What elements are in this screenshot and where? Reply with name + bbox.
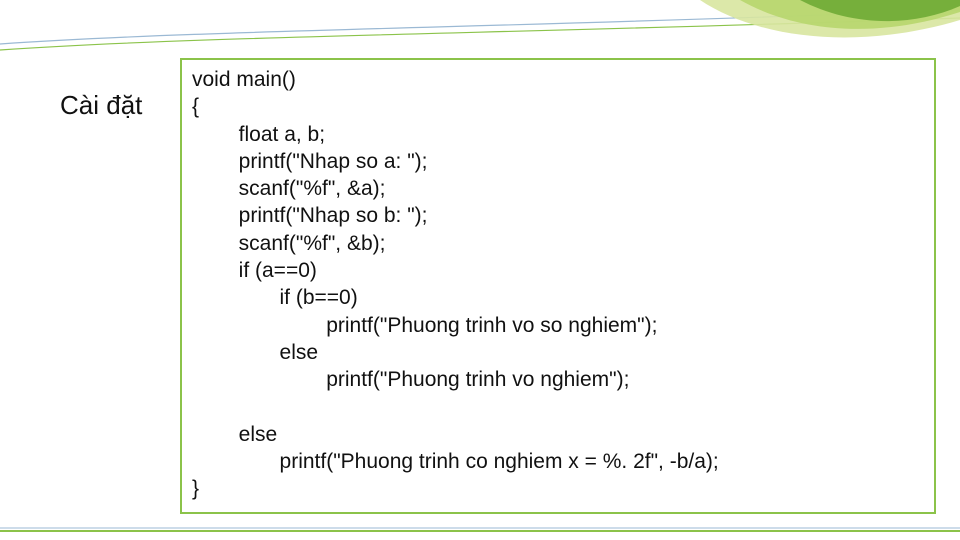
code-line: else xyxy=(192,341,318,364)
section-title: Cài đặt xyxy=(60,90,142,121)
code-line: void main() xyxy=(192,68,296,91)
slide: Cài đặt void main() { float a, b; printf… xyxy=(0,0,960,540)
code-box: void main() { float a, b; printf("Nhap s… xyxy=(180,58,936,514)
code-line: float a, b; xyxy=(192,123,325,146)
code-line: } xyxy=(192,477,199,500)
code-line: scanf("%f", &a); xyxy=(192,177,385,200)
code-line: printf("Nhap so a: "); xyxy=(192,150,428,173)
code-line: printf("Nhap so b: "); xyxy=(192,204,428,227)
code-line: printf("Phuong trinh co nghiem x = %. 2f… xyxy=(192,450,719,473)
code-line: scanf("%f", &b); xyxy=(192,232,385,255)
code-line: else xyxy=(192,423,277,446)
code-line: { xyxy=(192,95,199,118)
code-block: void main() { float a, b; printf("Nhap s… xyxy=(192,66,924,503)
code-line: printf("Phuong trinh vo nghiem"); xyxy=(192,368,629,391)
code-line: if (a==0) xyxy=(192,259,317,282)
code-line: printf("Phuong trinh vo so nghiem"); xyxy=(192,314,657,337)
decorative-bottom-line-icon xyxy=(0,526,960,536)
code-line: if (b==0) xyxy=(192,286,358,309)
